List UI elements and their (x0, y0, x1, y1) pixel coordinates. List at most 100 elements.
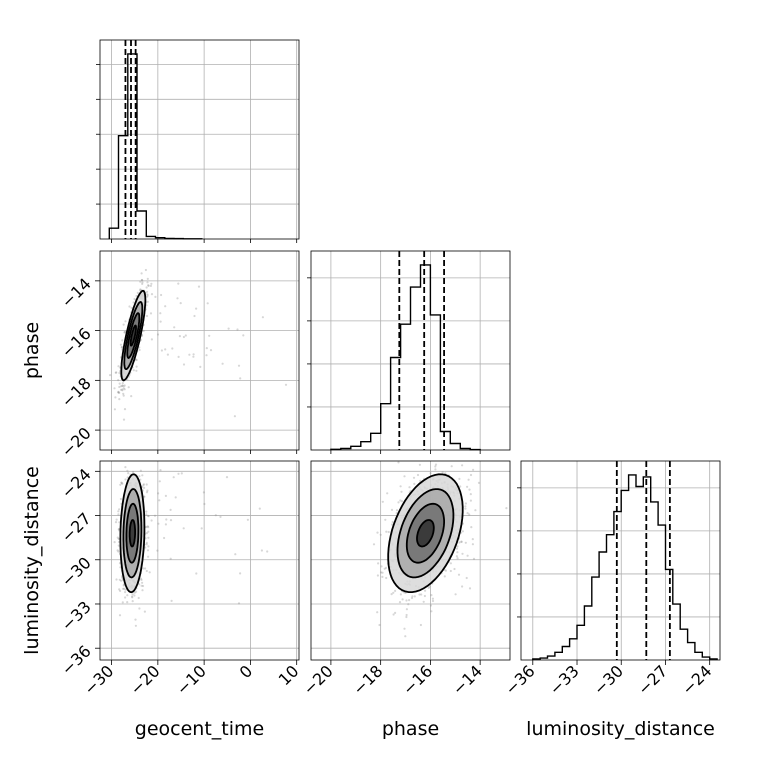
sample-point (386, 492, 389, 495)
sample-point (135, 369, 138, 372)
x-tick-label: −30 (590, 661, 627, 698)
sample-point (466, 554, 469, 557)
sample-point (120, 481, 123, 485)
sample-point (143, 486, 146, 489)
sample-point (384, 566, 388, 570)
sample-point (118, 382, 121, 385)
sample-point (138, 583, 141, 586)
sample-point (458, 541, 461, 544)
sample-point (208, 334, 211, 337)
x-tick-label: −20 (126, 661, 163, 698)
sample-point (174, 496, 177, 499)
sample-point (116, 549, 119, 552)
sample-point (419, 623, 422, 627)
sample-point (136, 291, 139, 294)
y-tick-label: −18 (58, 374, 95, 411)
sample-point (117, 544, 120, 547)
sample-point (122, 587, 125, 590)
sample-point (123, 331, 126, 334)
sample-point (139, 577, 143, 580)
sample-point (128, 305, 131, 308)
sample-point (460, 540, 463, 544)
sample-point (427, 586, 430, 590)
sample-point (109, 374, 112, 377)
sample-point (381, 500, 384, 503)
x-tick-label: −18 (349, 661, 386, 698)
sample-point (142, 329, 145, 332)
sample-point (505, 507, 508, 510)
sample-point (209, 349, 213, 352)
sample-point (117, 391, 120, 394)
sample-point (117, 550, 120, 553)
contour-line (387, 473, 464, 593)
sample-point (404, 635, 407, 638)
contour-line (123, 301, 144, 370)
sample-point (460, 540, 463, 543)
sample-point (472, 468, 475, 471)
sample-point (157, 522, 160, 525)
sample-point (392, 613, 395, 616)
sample-point (146, 300, 149, 303)
sample-point (132, 470, 135, 474)
sample-point (405, 608, 408, 611)
sample-point (146, 281, 149, 284)
sample-point (121, 388, 124, 391)
sample-point (145, 513, 148, 516)
sample-point (424, 589, 427, 592)
sample-point (119, 385, 122, 388)
sample-point (266, 550, 269, 553)
sample-point (158, 499, 161, 502)
sample-point (150, 293, 154, 296)
sample-point (182, 527, 185, 530)
sample-point (123, 384, 126, 387)
sample-point (444, 472, 447, 475)
sample-point (399, 593, 402, 596)
sample-point (154, 295, 157, 298)
hist-geocent_time (96, 40, 299, 240)
sample-point (471, 543, 474, 546)
sample-point (139, 478, 142, 481)
sample-point (461, 464, 464, 467)
sample-point (449, 562, 452, 565)
contour-line (396, 488, 455, 579)
sample-point (413, 595, 416, 598)
sample-point (119, 483, 122, 486)
sample-point (403, 627, 406, 630)
sample-point (401, 598, 404, 601)
sample-point (469, 499, 472, 502)
sample-point (141, 279, 144, 282)
joint-geocent_time-luminosity_distance-grid (100, 461, 299, 660)
sample-point (121, 601, 124, 604)
y-tick-label: −16 (58, 324, 95, 361)
sample-point (122, 392, 125, 395)
sample-point (164, 348, 167, 351)
sample-point (434, 463, 438, 466)
y-tick-label: −30 (58, 553, 95, 590)
sample-point (469, 493, 472, 496)
sample-point (131, 595, 134, 598)
sample-point (131, 596, 134, 599)
sample-point (131, 600, 134, 603)
sample-point (400, 500, 404, 503)
sample-point (164, 494, 167, 497)
sample-point (413, 482, 416, 485)
sample-point (205, 354, 208, 357)
sample-point (284, 383, 288, 386)
sample-point (123, 388, 126, 391)
sample-point (150, 519, 153, 522)
sample-point (117, 365, 120, 368)
sample-point (146, 525, 149, 528)
sample-point (118, 588, 121, 591)
sample-point (118, 578, 121, 581)
sample-point (394, 611, 397, 615)
sample-point (120, 346, 123, 349)
sample-point (461, 552, 464, 555)
sample-point (146, 290, 149, 293)
sample-point (219, 515, 222, 519)
sample-point (199, 365, 202, 368)
sample-point (474, 509, 477, 512)
sample-point (179, 302, 182, 305)
x-tick-label: 0 (236, 661, 257, 682)
sample-point (122, 323, 125, 326)
sample-point (139, 280, 142, 283)
